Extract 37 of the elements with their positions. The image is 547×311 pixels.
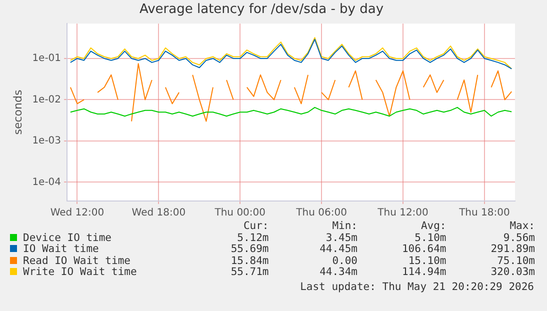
x-tick-label: Thu 06:00 bbox=[295, 208, 347, 219]
text: 114.94m bbox=[400, 266, 446, 279]
legend-label: IO Wait time bbox=[22, 243, 100, 256]
x-tick-label: Thu 12:00 bbox=[376, 208, 428, 219]
text: 106.64m bbox=[400, 243, 446, 256]
text: Max: bbox=[508, 220, 535, 233]
text: 0.00 bbox=[331, 254, 358, 267]
text: 55.71m bbox=[230, 266, 269, 279]
text: 44.34m bbox=[318, 266, 358, 279]
text: 291.89m bbox=[490, 243, 535, 256]
y-axis-title: seconds bbox=[11, 90, 24, 135]
y-tick-label: 1e-04 bbox=[32, 176, 62, 188]
text: 44.45m bbox=[318, 243, 358, 256]
text: 5.10m bbox=[414, 232, 446, 244]
text: 75.10m bbox=[496, 254, 535, 267]
text: Min: bbox=[331, 220, 358, 233]
text: 15.84m bbox=[230, 254, 269, 267]
text: 320.03m bbox=[490, 266, 535, 279]
text: Last update: Thu May 21 20:20:29 2026 bbox=[300, 281, 534, 293]
x-tick-label: Thu 18:00 bbox=[458, 208, 510, 219]
x-tick-label: Thu 00:00 bbox=[214, 208, 266, 219]
text: 55.69m bbox=[230, 243, 269, 256]
text: 9.56m bbox=[502, 232, 535, 244]
text: Cur: bbox=[242, 220, 269, 233]
chart-title: Average latency for /dev/sda - by day bbox=[139, 2, 384, 18]
x-tick-label: Wed 12:00 bbox=[50, 208, 104, 219]
text: 15.10m bbox=[407, 254, 446, 267]
y-tick-label: 1e-01 bbox=[32, 53, 62, 64]
legend-label: Device IO time bbox=[22, 232, 113, 244]
text: Avg: bbox=[420, 220, 446, 233]
y-tick-label: 1e-03 bbox=[32, 136, 62, 147]
legend-label: Read IO Wait time bbox=[22, 254, 132, 267]
text: 5.12m bbox=[236, 232, 269, 244]
legend-label: Write IO Wait time bbox=[22, 266, 138, 279]
text: 3.45m bbox=[324, 232, 358, 244]
y-tick-label: 1e-02 bbox=[32, 94, 62, 106]
x-tick-label: Wed 18:00 bbox=[132, 208, 186, 219]
